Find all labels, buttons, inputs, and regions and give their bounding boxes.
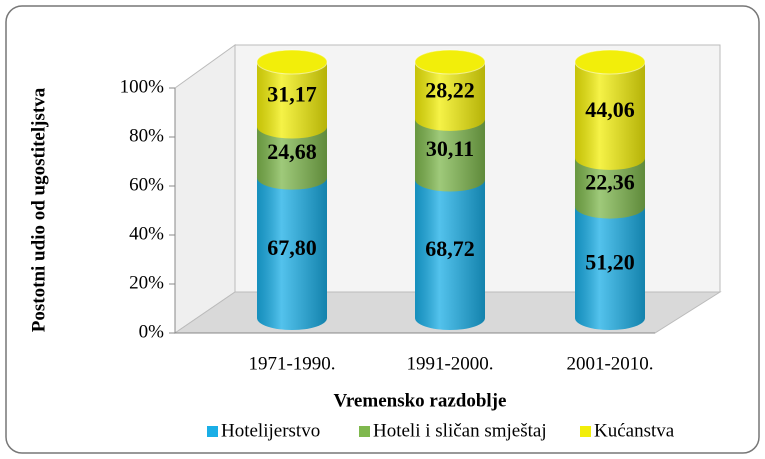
bar-shading [257, 165, 327, 330]
x-tick-label: 1991-2000. [406, 353, 493, 374]
bar-shading [575, 50, 645, 170]
data-label: 24,68 [267, 139, 317, 164]
bar-top [574, 49, 646, 75]
x-tick-label: 2001-2010. [566, 353, 653, 374]
legend-label: Hoteli i sličan smještaj [373, 420, 547, 441]
legend-label: Hotelijerstvo [221, 420, 320, 441]
data-label: 51,20 [585, 249, 635, 274]
data-label: 22,36 [585, 169, 635, 194]
data-label: 31,17 [267, 81, 317, 106]
x-tick-label: 1971-1990. [248, 353, 335, 374]
y-tick-label: 80% [129, 125, 164, 146]
side-wall [174, 44, 236, 334]
y-tick-label: 40% [129, 223, 164, 244]
bar-top [414, 49, 486, 75]
y-tick-label: 0% [139, 321, 165, 342]
y-tick-label: 100% [120, 76, 165, 97]
data-label: 44,06 [585, 97, 635, 122]
data-label: 28,22 [425, 77, 475, 102]
bar-shading [575, 194, 645, 330]
x-axis-title: Vremensko razdoblje [334, 390, 507, 411]
y-tick-label: 60% [129, 174, 164, 195]
legend-label: Kućanstva [594, 420, 675, 441]
y-axis-title: Postotni udio od ugostiteljstva [28, 87, 49, 332]
data-label: 67,80 [267, 235, 317, 260]
data-label: 68,72 [425, 236, 475, 261]
y-tick-label: 20% [129, 272, 164, 293]
bar-shading [415, 167, 485, 330]
data-label: 30,11 [426, 136, 474, 161]
legend-swatch [359, 426, 370, 437]
bar-top [256, 49, 328, 75]
legend-swatch [207, 426, 218, 437]
legend-swatch [580, 426, 591, 437]
